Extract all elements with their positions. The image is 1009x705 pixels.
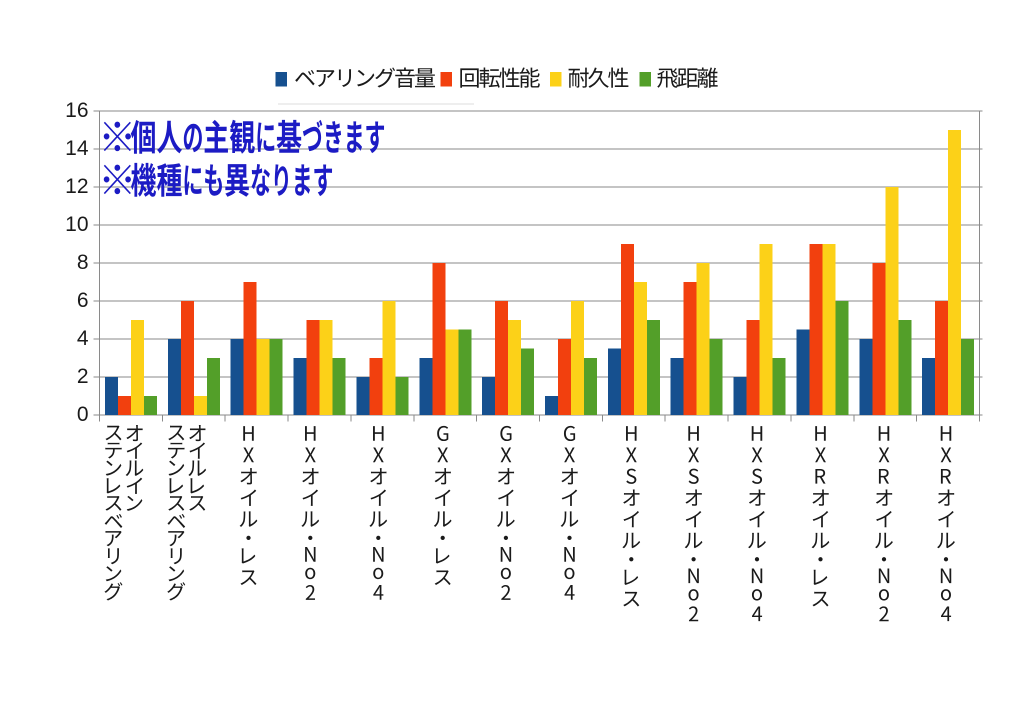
svg-text:0: 0 xyxy=(77,403,89,426)
svg-text:12: 12 xyxy=(65,175,88,198)
svg-text:8: 8 xyxy=(77,251,89,274)
svg-text:10: 10 xyxy=(65,213,88,236)
svg-text:6: 6 xyxy=(77,289,89,312)
svg-text:4: 4 xyxy=(77,327,89,350)
svg-text:16: 16 xyxy=(65,99,88,122)
svg-text:14: 14 xyxy=(65,137,89,160)
svg-text:2: 2 xyxy=(77,365,89,388)
